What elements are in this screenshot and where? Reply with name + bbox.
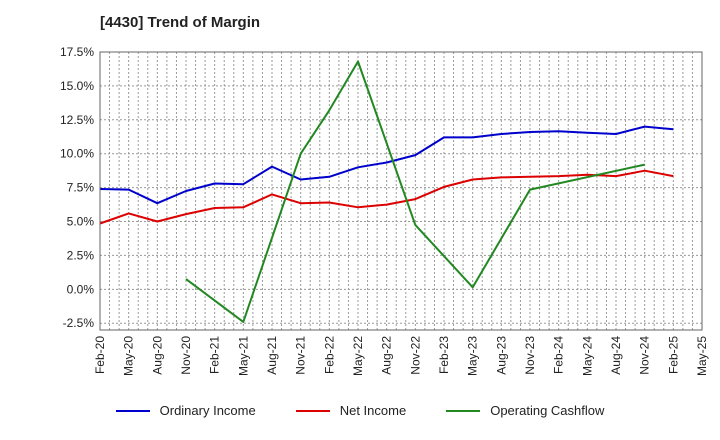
x-tick-label: Feb-21 <box>208 336 222 374</box>
x-tick-label: Aug-23 <box>494 336 508 375</box>
series-layer <box>99 60 674 323</box>
legend-swatch-operating-cashflow <box>446 409 481 412</box>
x-tick-label: May-20 <box>122 336 136 376</box>
legend-label-net-income: Net Income <box>339 403 407 418</box>
y-tick-label: 5.0% <box>67 215 95 229</box>
legend: Ordinary Income Net Income Operating Cas… <box>0 403 720 418</box>
x-tick-label: Nov-24 <box>638 336 652 375</box>
x-tick-label: Aug-21 <box>265 336 279 375</box>
x-tick-label: Aug-24 <box>609 336 623 375</box>
y-tick-label: 2.5% <box>67 248 95 262</box>
legend-swatch-net-income <box>295 409 330 412</box>
x-tick-label: Nov-20 <box>179 336 193 375</box>
x-tick-label: Feb-23 <box>437 336 451 374</box>
y-tick-label: 15.0% <box>60 79 94 93</box>
x-tick-label: Aug-20 <box>150 336 164 375</box>
plot-area-frame <box>99 51 703 331</box>
series-line-net-income <box>99 169 674 225</box>
x-tick-label: Nov-23 <box>523 336 537 375</box>
x-tick-label: Feb-25 <box>666 336 680 374</box>
x-tick-label: Nov-22 <box>408 336 422 375</box>
legend-label-operating-cashflow: Operating Cashflow <box>490 403 605 418</box>
x-tick-label: May-24 <box>580 336 594 376</box>
y-tick-label: 0.0% <box>67 282 95 296</box>
legend-item-ordinary-income: Ordinary Income <box>115 403 256 418</box>
legend-item-net-income: Net Income <box>295 403 407 418</box>
y-tick-label: 10.0% <box>60 147 94 161</box>
x-tick-label: Feb-20 <box>93 336 107 374</box>
x-tick-label: May-25 <box>695 336 709 376</box>
grid-layer <box>99 51 703 330</box>
y-tick-label: 17.5% <box>60 45 94 59</box>
y-tick-label: -2.5% <box>63 316 95 330</box>
legend-item-operating-cashflow: Operating Cashflow <box>446 403 604 418</box>
x-tick-labels: Feb-20 May-20 Aug-20 Nov-20 Feb-21 May-21 Aug-… <box>93 336 709 376</box>
y-tick-label: 7.5% <box>67 181 95 195</box>
x-tick-label: Feb-22 <box>322 336 336 374</box>
x-tick-label: Nov-21 <box>294 336 308 375</box>
chart-title: [4430] Trend of Margin <box>100 14 261 31</box>
series-line-operating-cashflow <box>185 60 645 323</box>
x-tick-label: May-23 <box>466 336 480 376</box>
x-tick-label: May-22 <box>351 336 365 376</box>
x-tick-label: Feb-24 <box>552 336 566 374</box>
legend-label-ordinary-income: Ordinary Income <box>159 403 256 418</box>
x-tick-label: Aug-22 <box>380 336 394 375</box>
y-tick-label: 12.5% <box>60 113 94 127</box>
x-tick-label: May-21 <box>236 336 250 376</box>
series-line-ordinary-income <box>99 125 674 205</box>
legend-swatch-ordinary-income <box>115 409 150 412</box>
y-tick-labels: -2.5% 0.0% 2.5% 5.0% 7.5% 10.0% 12.5% 15.0% 17.5… <box>60 45 94 330</box>
